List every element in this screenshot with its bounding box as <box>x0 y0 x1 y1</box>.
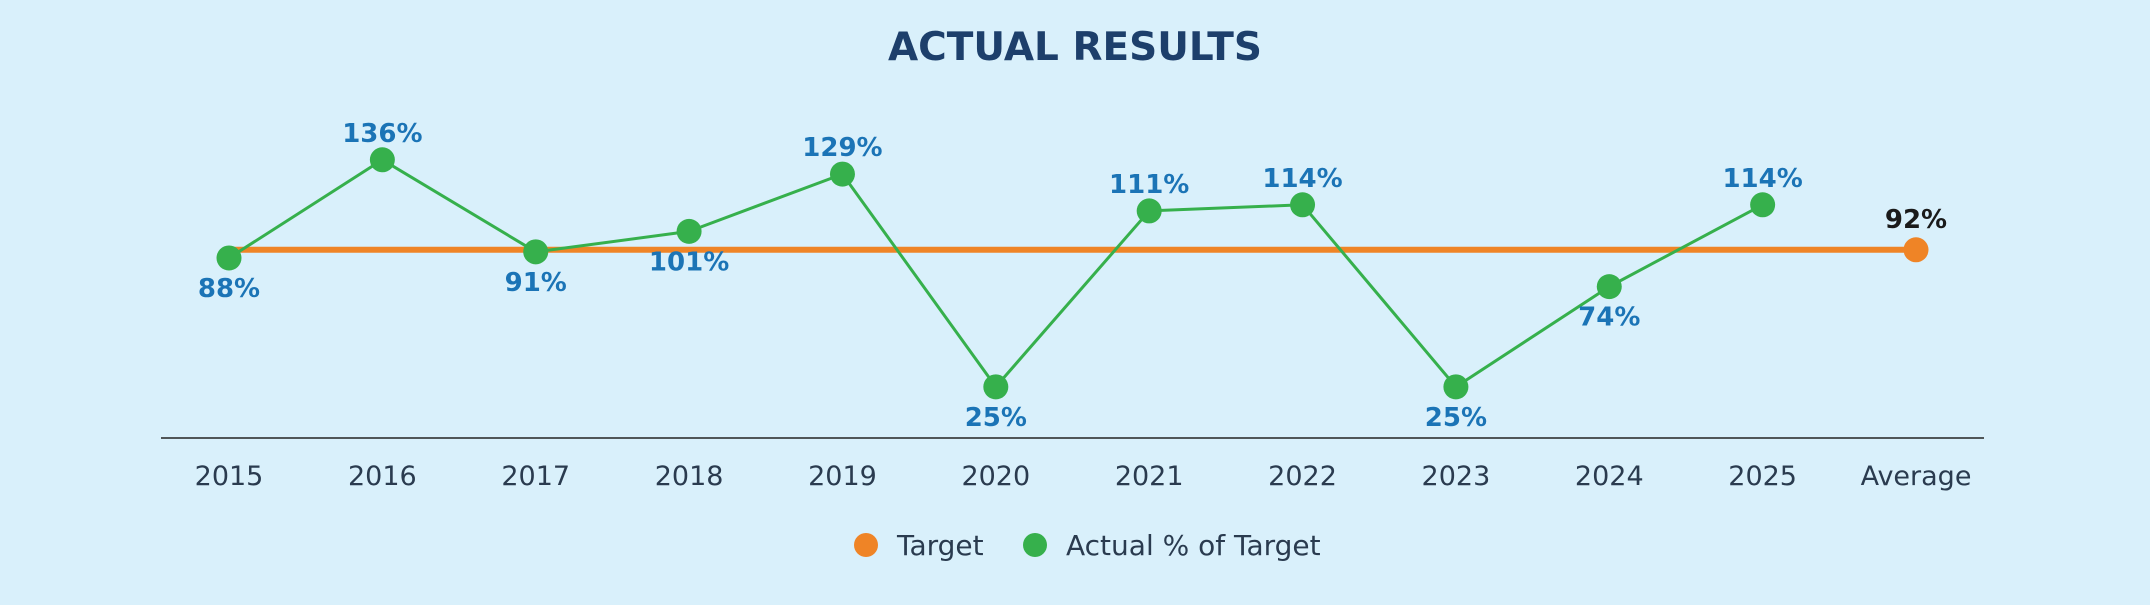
data-label: 129% <box>802 133 882 163</box>
data-label: 88% <box>198 274 260 304</box>
legend-target-label: Target <box>896 529 984 562</box>
actual-point <box>829 161 855 187</box>
data-label: 101% <box>649 247 729 277</box>
average-label: 92% <box>1885 205 1947 235</box>
data-label: 111% <box>1109 170 1189 200</box>
chart-title: ACTUAL RESULTS <box>888 25 1262 70</box>
x-tick-label: Average <box>1861 461 1972 492</box>
data-label: 136% <box>342 119 422 149</box>
legend-actual-marker <box>1023 533 1047 557</box>
x-tick-label: 2025 <box>1728 461 1797 492</box>
x-tick-label: 2015 <box>195 461 264 492</box>
x-tick-label: 2017 <box>501 461 570 492</box>
x-tick-label: 2016 <box>348 461 417 492</box>
data-label: 25% <box>965 403 1027 433</box>
average-group: 92% <box>1885 205 1947 263</box>
actual-point <box>1596 274 1622 300</box>
actual-point <box>983 374 1009 400</box>
average-point <box>1903 237 1929 263</box>
x-axis-ticks: 2015 2016 2017 2018 2019 2020 2021 2022 2023 2024… <box>195 461 1972 492</box>
legend-actual-label: Actual % of Target <box>1066 529 1321 562</box>
legend-target-marker <box>854 533 878 557</box>
actual-point <box>1443 374 1469 400</box>
x-tick-label: 2022 <box>1268 461 1337 492</box>
data-label: 74% <box>1578 303 1640 333</box>
x-tick-label: 2018 <box>655 461 724 492</box>
actual-point <box>1136 198 1162 224</box>
actual-point <box>1750 192 1776 218</box>
actual-point <box>676 218 702 244</box>
actual-series: 88% 136% 91% 101% 129% 25% 111% 114% 25% 74% 114% <box>198 119 1803 433</box>
legend: Target Actual % of Target <box>854 529 1321 562</box>
actual-point <box>523 239 549 265</box>
data-label: 114% <box>1722 164 1802 194</box>
x-tick-label: 2023 <box>1422 461 1491 492</box>
x-tick-label: 2021 <box>1115 461 1184 492</box>
x-tick-label: 2024 <box>1575 461 1644 492</box>
actual-point <box>369 147 395 173</box>
actual-point <box>1290 192 1316 218</box>
actual-point <box>216 245 242 271</box>
x-tick-label: 2019 <box>808 461 877 492</box>
x-tick-label: 2020 <box>961 461 1030 492</box>
data-label: 25% <box>1425 403 1487 433</box>
actual-series-line <box>228 158 1764 389</box>
data-label: 91% <box>505 268 567 298</box>
data-label: 114% <box>1262 164 1342 194</box>
